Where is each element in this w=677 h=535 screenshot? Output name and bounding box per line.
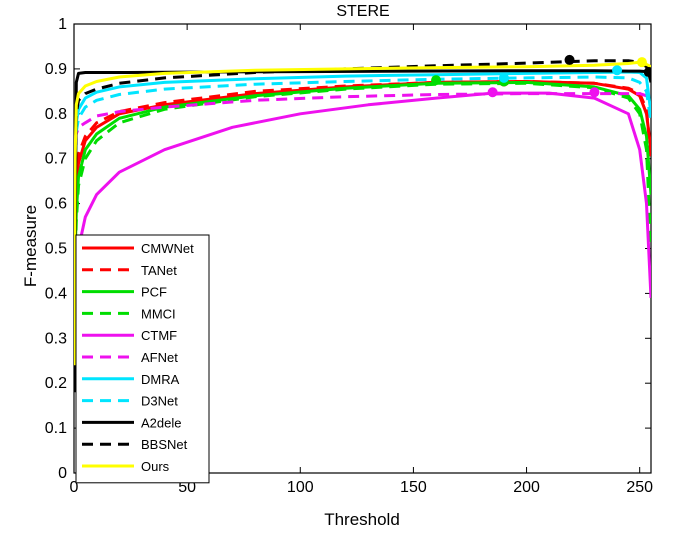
max-marker-dmra <box>612 65 623 76</box>
series-lines <box>74 54 651 393</box>
x-axis-label: Threshold <box>324 510 400 529</box>
max-marker-ctmf <box>487 87 498 98</box>
legend-label-ctmf: CTMF <box>141 328 177 343</box>
series-line-a2dele <box>74 69 651 393</box>
y-tick-label-0.8: 0.8 <box>45 106 67 123</box>
legend-label-mmci: MMCI <box>141 306 176 321</box>
y-tick-label-0.4: 0.4 <box>45 285 67 302</box>
x-tick-label-250: 250 <box>626 479 653 496</box>
legend-label-tanet: TANet <box>141 263 177 278</box>
legend-label-bbsnet: BBSNet <box>141 437 188 452</box>
y-tick-label-0.1: 0.1 <box>45 420 67 437</box>
x-tick-label-0: 0 <box>70 479 79 496</box>
y-tick-label-1: 1 <box>58 16 67 33</box>
max-marker-bbsnet <box>564 54 575 65</box>
y-tick-label-0.6: 0.6 <box>45 196 67 213</box>
y-axis-label: F-measure <box>21 205 40 287</box>
max-marker-afnet <box>589 87 600 98</box>
max-marker-ours <box>636 57 647 68</box>
legend-label-d3net: D3Net <box>141 394 178 409</box>
y-tick-label-0.7: 0.7 <box>45 151 67 168</box>
series-line-ours <box>74 60 651 366</box>
max-marker-mmci <box>431 75 442 86</box>
series-line-tanet <box>74 80 651 271</box>
x-tick-label-200: 200 <box>513 479 540 496</box>
legend-label-pcf: PCF <box>141 285 167 300</box>
legend-label-cmwnet: CMWNet <box>141 241 194 256</box>
series-line-cmwnet <box>74 80 651 285</box>
x-tick-label-100: 100 <box>287 479 314 496</box>
legend-box <box>75 234 210 484</box>
series-line-ctmf <box>74 91 651 384</box>
legend-label-ours: Ours <box>141 459 170 474</box>
series-line-afnet <box>74 92 651 142</box>
plot-area: 0 50 100 150 200 25000.10.20.30.40.50.60.70.8… <box>45 16 653 496</box>
max-marker-d3net <box>498 72 509 83</box>
y-tick-label-0: 0 <box>58 465 67 482</box>
x-tick-label-150: 150 <box>400 479 427 496</box>
y-tick-label-0.5: 0.5 <box>45 241 67 258</box>
max-marker-a2dele <box>643 67 651 78</box>
legend-label-a2dele: A2dele <box>141 415 181 430</box>
y-tick-label-0.9: 0.9 <box>45 61 67 78</box>
chart-title: STERE <box>336 3 389 20</box>
legend: CMWNet TANet PCF MMCI CTMF AFNet DMRA D3Net A2de… <box>75 234 210 484</box>
series-line-d3net <box>74 75 651 204</box>
y-tick-label-0.2: 0.2 <box>45 375 67 392</box>
series-line-mmci <box>74 81 651 303</box>
y-tick-label-0.3: 0.3 <box>45 330 67 347</box>
legend-label-dmra: DMRA <box>141 372 180 387</box>
legend-label-afnet: AFNet <box>141 350 178 365</box>
